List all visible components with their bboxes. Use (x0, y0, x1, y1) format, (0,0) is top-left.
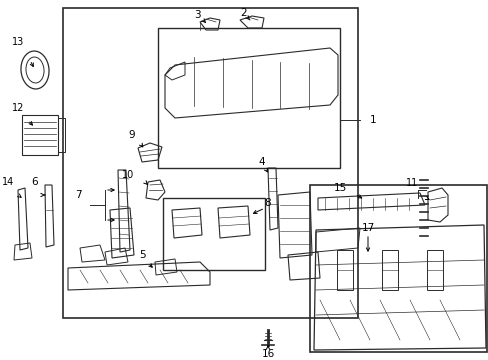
Text: 14: 14 (2, 177, 14, 187)
Text: 12: 12 (12, 103, 24, 113)
Text: 5: 5 (139, 250, 145, 260)
Text: 11: 11 (405, 178, 417, 188)
Text: 17: 17 (361, 223, 374, 233)
Text: 15: 15 (333, 183, 346, 193)
Text: 6: 6 (32, 177, 38, 187)
Text: 2: 2 (240, 8, 247, 18)
Text: 13: 13 (12, 37, 24, 47)
Text: 7: 7 (75, 190, 81, 200)
Text: 3: 3 (193, 10, 200, 20)
Text: 9: 9 (128, 130, 135, 140)
Text: 8: 8 (264, 198, 271, 208)
Text: 16: 16 (261, 349, 274, 359)
Text: 4: 4 (258, 157, 265, 167)
Text: 1: 1 (369, 115, 376, 125)
Text: 10: 10 (122, 170, 134, 180)
